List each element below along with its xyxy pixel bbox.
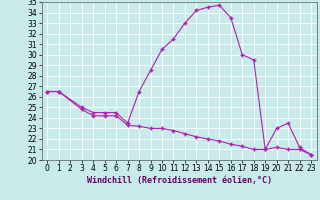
X-axis label: Windchill (Refroidissement éolien,°C): Windchill (Refroidissement éolien,°C) (87, 176, 272, 185)
